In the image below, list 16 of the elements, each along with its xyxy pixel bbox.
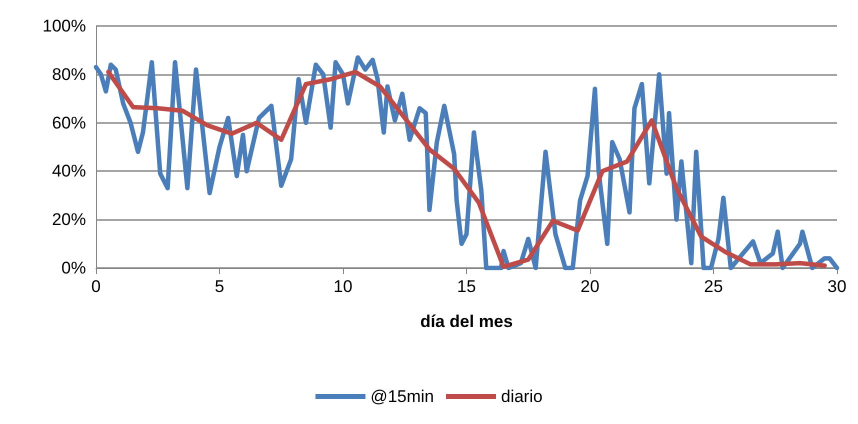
x-tick-label: 5 [214, 277, 224, 296]
x-tick-label: 0 [91, 277, 101, 296]
x-tick-label: 10 [334, 277, 352, 296]
y-tick-label: 60% [52, 113, 86, 132]
x-axis-title: día del mes [420, 312, 513, 331]
y-tick-label: 80% [52, 64, 86, 84]
y-tick-label: 0% [61, 258, 86, 278]
x-tick-label: 30 [828, 277, 846, 296]
y-tick-label: 100% [42, 16, 86, 36]
x-tick-label: 20 [580, 277, 600, 296]
legend-label: @15min [370, 387, 434, 406]
x-tick-label: 15 [457, 277, 476, 296]
y-tick-label: 20% [52, 210, 86, 230]
x-tick-label: 25 [704, 277, 723, 296]
y-tick-label: 40% [52, 162, 86, 181]
legend-label: diario [500, 387, 543, 406]
